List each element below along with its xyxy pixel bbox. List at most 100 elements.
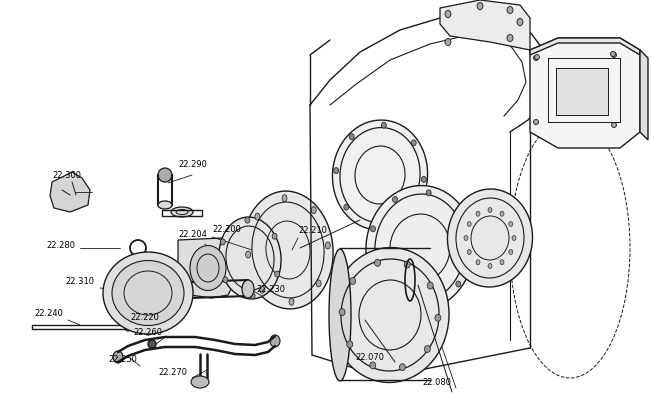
Ellipse shape xyxy=(426,190,431,196)
Ellipse shape xyxy=(113,351,123,363)
Ellipse shape xyxy=(509,222,513,226)
Ellipse shape xyxy=(534,120,538,124)
Ellipse shape xyxy=(282,195,287,202)
Ellipse shape xyxy=(260,286,265,293)
Ellipse shape xyxy=(426,300,431,306)
Text: 22.210: 22.210 xyxy=(298,226,327,235)
Ellipse shape xyxy=(124,323,132,331)
Ellipse shape xyxy=(445,38,451,46)
Ellipse shape xyxy=(424,346,430,352)
Ellipse shape xyxy=(275,271,280,277)
Polygon shape xyxy=(556,68,608,115)
Ellipse shape xyxy=(245,251,251,258)
Ellipse shape xyxy=(112,260,184,326)
Ellipse shape xyxy=(350,278,355,284)
Polygon shape xyxy=(530,38,640,148)
Ellipse shape xyxy=(477,2,483,10)
Text: 22.300: 22.300 xyxy=(52,171,81,180)
Ellipse shape xyxy=(333,120,428,230)
Ellipse shape xyxy=(467,250,471,254)
Ellipse shape xyxy=(404,261,410,268)
Text: 22.260: 22.260 xyxy=(133,328,162,337)
Polygon shape xyxy=(640,50,648,140)
Ellipse shape xyxy=(500,211,504,216)
Ellipse shape xyxy=(326,242,330,249)
Ellipse shape xyxy=(509,250,513,254)
Ellipse shape xyxy=(381,122,386,128)
Ellipse shape xyxy=(370,362,376,369)
Ellipse shape xyxy=(411,140,416,146)
Ellipse shape xyxy=(456,281,461,287)
Ellipse shape xyxy=(435,314,441,321)
Ellipse shape xyxy=(456,209,461,215)
Ellipse shape xyxy=(289,298,294,305)
Ellipse shape xyxy=(270,335,280,347)
Ellipse shape xyxy=(393,294,398,300)
Text: 22.204: 22.204 xyxy=(178,230,207,239)
Text: 22.280: 22.280 xyxy=(46,241,75,250)
Ellipse shape xyxy=(427,282,434,289)
Ellipse shape xyxy=(347,341,353,348)
Text: 22.070: 22.070 xyxy=(355,353,384,362)
Ellipse shape xyxy=(611,52,616,58)
Polygon shape xyxy=(178,238,236,298)
Ellipse shape xyxy=(611,122,616,128)
Ellipse shape xyxy=(507,34,513,42)
Ellipse shape xyxy=(171,207,193,217)
Ellipse shape xyxy=(103,252,193,334)
Ellipse shape xyxy=(339,309,345,316)
Ellipse shape xyxy=(219,217,281,299)
Ellipse shape xyxy=(517,18,523,26)
Ellipse shape xyxy=(445,10,451,18)
Text: 22.290: 22.290 xyxy=(178,160,207,169)
Ellipse shape xyxy=(190,246,226,290)
Ellipse shape xyxy=(220,239,225,245)
Ellipse shape xyxy=(142,321,154,335)
Ellipse shape xyxy=(349,134,354,140)
Ellipse shape xyxy=(370,264,376,270)
Polygon shape xyxy=(530,38,640,55)
Text: 22.080: 22.080 xyxy=(422,378,451,387)
Text: 22.200: 22.200 xyxy=(212,225,241,234)
Ellipse shape xyxy=(250,293,255,299)
Ellipse shape xyxy=(447,189,533,287)
Ellipse shape xyxy=(148,340,156,348)
Ellipse shape xyxy=(223,277,228,283)
Ellipse shape xyxy=(316,280,321,287)
Ellipse shape xyxy=(476,211,480,216)
Ellipse shape xyxy=(534,56,538,60)
Ellipse shape xyxy=(393,196,398,202)
Ellipse shape xyxy=(374,259,381,266)
Text: 22.220: 22.220 xyxy=(130,313,159,322)
Text: 22.240: 22.240 xyxy=(34,309,63,318)
Polygon shape xyxy=(440,0,530,50)
Ellipse shape xyxy=(500,260,504,265)
Ellipse shape xyxy=(344,204,349,210)
Ellipse shape xyxy=(488,264,492,268)
Ellipse shape xyxy=(311,207,316,214)
Ellipse shape xyxy=(191,376,209,388)
Ellipse shape xyxy=(243,191,333,309)
Ellipse shape xyxy=(467,245,473,251)
Ellipse shape xyxy=(245,217,250,223)
Ellipse shape xyxy=(406,210,411,216)
Ellipse shape xyxy=(255,213,260,220)
Text: 22.230: 22.230 xyxy=(256,285,285,294)
Ellipse shape xyxy=(507,6,513,14)
Text: 22.310: 22.310 xyxy=(65,277,94,286)
Ellipse shape xyxy=(400,364,406,371)
Ellipse shape xyxy=(464,236,468,240)
Ellipse shape xyxy=(242,280,254,298)
Ellipse shape xyxy=(512,236,516,240)
Ellipse shape xyxy=(158,201,172,209)
Ellipse shape xyxy=(476,260,480,265)
Ellipse shape xyxy=(272,233,277,239)
Text: 22.250: 22.250 xyxy=(108,355,137,364)
Ellipse shape xyxy=(334,168,339,174)
Ellipse shape xyxy=(374,222,379,228)
Polygon shape xyxy=(50,172,90,212)
Ellipse shape xyxy=(467,222,471,226)
Text: 22.270: 22.270 xyxy=(158,368,187,377)
Ellipse shape xyxy=(611,52,615,56)
Ellipse shape xyxy=(534,54,540,60)
